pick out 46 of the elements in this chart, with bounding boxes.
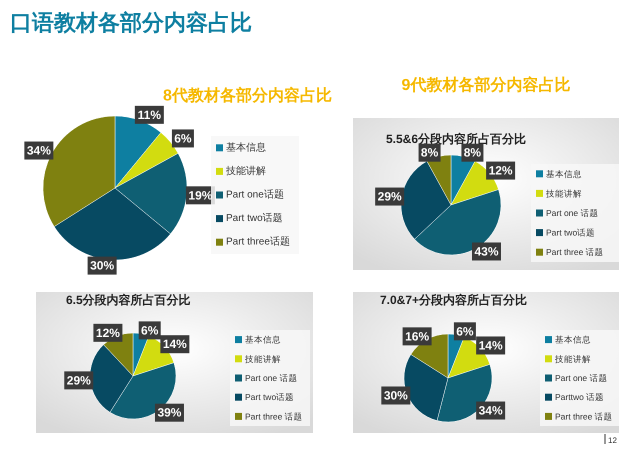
legend-label: Part two话题	[226, 212, 283, 224]
legend-label: 技能讲解	[225, 164, 266, 177]
data-label: 14%	[162, 337, 188, 352]
legend-label: Part two话题	[546, 228, 596, 238]
data-label: 34%	[26, 144, 52, 158]
legend-label: 技能讲解	[244, 354, 281, 364]
legend-label: Part three 话题	[555, 411, 613, 422]
text: 口语教材各部分内容占比	[10, 10, 252, 35]
data-label: 11%	[138, 108, 162, 122]
data-label: 30%	[384, 388, 408, 402]
data-label: 16%	[405, 329, 430, 344]
data-label: 43%	[474, 244, 499, 258]
chart-title: 6.5分段内容所占百分比	[66, 292, 191, 307]
chart-title: 8代教材各部分内容占比	[163, 85, 332, 104]
data-label: 39%	[157, 406, 182, 420]
legend-label: Part one话题	[226, 188, 284, 200]
legend-label: Part one 话题	[546, 208, 598, 218]
chart-title: 5.5&6分段内容所占百分比	[386, 132, 526, 146]
legend-label: 基本信息	[546, 168, 582, 179]
chart-subtitle: 9代教材各部分内容占比	[402, 75, 570, 94]
legend-label: 基本信息	[245, 334, 281, 345]
legend-label: Part two话题	[245, 392, 294, 402]
data-label: 34%	[478, 404, 503, 418]
legend-label: Part three 话题	[546, 247, 604, 258]
legend-label: Parttwo 话题	[555, 392, 604, 402]
legend-label: Part three 话题	[245, 411, 303, 422]
legend-label: Part one 话题	[555, 373, 608, 383]
legend-label: 技能讲解	[545, 188, 582, 198]
data-label: 12%	[96, 326, 120, 340]
data-label: 29%	[66, 373, 92, 388]
text: 12	[608, 436, 618, 445]
data-label: 29%	[378, 190, 402, 204]
legend-label: 基本信息	[555, 334, 591, 345]
legend-label: Part three话题	[226, 236, 290, 248]
legend-label: 基本信息	[226, 141, 266, 154]
data-label: 6%	[456, 324, 474, 338]
data-label: 8%	[420, 146, 439, 160]
data-label: 30%	[90, 258, 114, 273]
data-label: 12%	[488, 164, 513, 178]
data-label: 14%	[478, 338, 503, 352]
data-label: 6%	[141, 323, 159, 338]
legend-label: 技能讲解	[554, 354, 591, 364]
data-label: 8%	[464, 146, 482, 160]
data-label: 6%	[174, 131, 192, 146]
chart-title: 7.0&7+分段内容所占百分比	[380, 292, 528, 307]
legend-label: Part one 话题	[245, 373, 298, 383]
